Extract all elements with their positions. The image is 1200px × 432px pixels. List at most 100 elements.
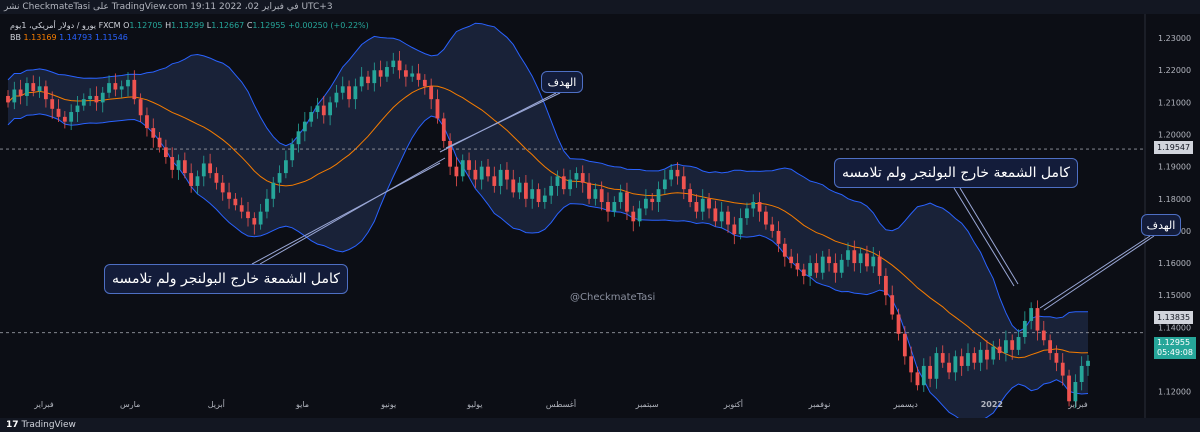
candle (233, 193, 238, 211)
candle (113, 73, 118, 97)
candle-body (88, 95, 92, 100)
candle (220, 175, 225, 201)
candle (1073, 374, 1078, 409)
candle (568, 169, 572, 196)
footer-bar: 17 TradingView (0, 418, 1200, 432)
candle (921, 358, 926, 392)
bb-indicator-label[interactable]: BB (10, 33, 21, 42)
candle (340, 76, 345, 100)
candle-body (492, 176, 497, 186)
candle (738, 208, 743, 240)
candle (62, 111, 67, 129)
candle (530, 179, 535, 209)
candle-body (612, 202, 617, 212)
candle (827, 248, 831, 272)
candle-body (991, 346, 996, 360)
candle-body (852, 250, 857, 264)
candle-body (530, 189, 535, 199)
candle-body (985, 349, 989, 360)
candle (599, 181, 604, 211)
candle-body (107, 83, 111, 93)
candle-body (732, 224, 737, 235)
candle (1010, 334, 1015, 360)
candle (707, 193, 711, 219)
candle-body (511, 179, 516, 193)
x-tick-label: فبراير (33, 400, 54, 409)
target-2-pointer-b (1043, 235, 1155, 311)
candle-body (50, 99, 55, 109)
candle (713, 200, 718, 227)
candle-body (662, 179, 667, 190)
candle (132, 70, 137, 105)
candle-body (978, 349, 983, 363)
symbol-name[interactable]: يورو / دولار أمريكي، 1يوم (10, 21, 97, 30)
candle-body (176, 160, 181, 170)
y-tick-label: 1.14000 (1158, 323, 1191, 332)
candle-body (25, 83, 29, 96)
candle (309, 106, 314, 127)
candle (88, 88, 92, 106)
candle (119, 80, 124, 98)
candle-body (681, 176, 686, 190)
candle-body (157, 137, 162, 148)
candle-body (448, 140, 452, 167)
candle (991, 340, 996, 365)
candle-body (877, 256, 882, 276)
candle-body (208, 163, 212, 174)
candle (359, 67, 364, 92)
candle-body (675, 169, 680, 177)
candle-body (934, 353, 939, 379)
candle (321, 95, 326, 124)
candle-body (170, 157, 175, 170)
candle (284, 150, 288, 179)
candle (884, 268, 888, 306)
candle (871, 247, 876, 274)
candle-body (479, 166, 484, 180)
candle-body (669, 169, 674, 180)
candle (808, 255, 812, 286)
candle (56, 99, 61, 122)
candle (315, 97, 320, 119)
candle-outside-2-pointer-b (959, 187, 1019, 285)
target-callout-1-text: الهدف (547, 75, 577, 89)
y-tick-label: 1.23000 (1158, 34, 1191, 43)
candle-body (738, 218, 743, 235)
candle-body (498, 169, 503, 186)
candle (688, 183, 692, 208)
ohlc-open-key: O (123, 21, 130, 30)
candle-body (422, 79, 427, 87)
candle-body (315, 105, 320, 113)
candle-body (1029, 308, 1034, 321)
candle (81, 93, 86, 111)
candle (208, 153, 212, 179)
candle-body (700, 198, 705, 212)
candle (347, 80, 351, 108)
level-price-badge: 1.13835 (1154, 311, 1194, 324)
candle (277, 165, 282, 193)
candle (252, 212, 257, 235)
candle-body (126, 79, 130, 87)
y-tick-label: 1.20000 (1158, 131, 1191, 140)
candle (107, 75, 111, 98)
candle (536, 183, 541, 208)
x-tick-label: مايو (295, 400, 309, 409)
candle-body (782, 243, 787, 257)
candle-body (1073, 382, 1078, 402)
candle (1022, 311, 1027, 344)
candle-body (62, 116, 67, 122)
y-tick-label: 1.15000 (1158, 291, 1191, 300)
candle (290, 138, 295, 167)
tradingview-logo[interactable]: 17 TradingView (6, 418, 76, 432)
candle (625, 182, 629, 221)
candle (865, 245, 869, 272)
candle-body (561, 176, 566, 190)
candle (75, 95, 80, 122)
x-tick-label: أكتوبر (723, 399, 743, 409)
candle-body (846, 250, 850, 260)
candle-body (631, 211, 636, 222)
candle-body (340, 86, 345, 93)
candle (846, 242, 850, 267)
candle (985, 340, 989, 370)
y-tick-label: 1.12000 (1158, 388, 1191, 397)
